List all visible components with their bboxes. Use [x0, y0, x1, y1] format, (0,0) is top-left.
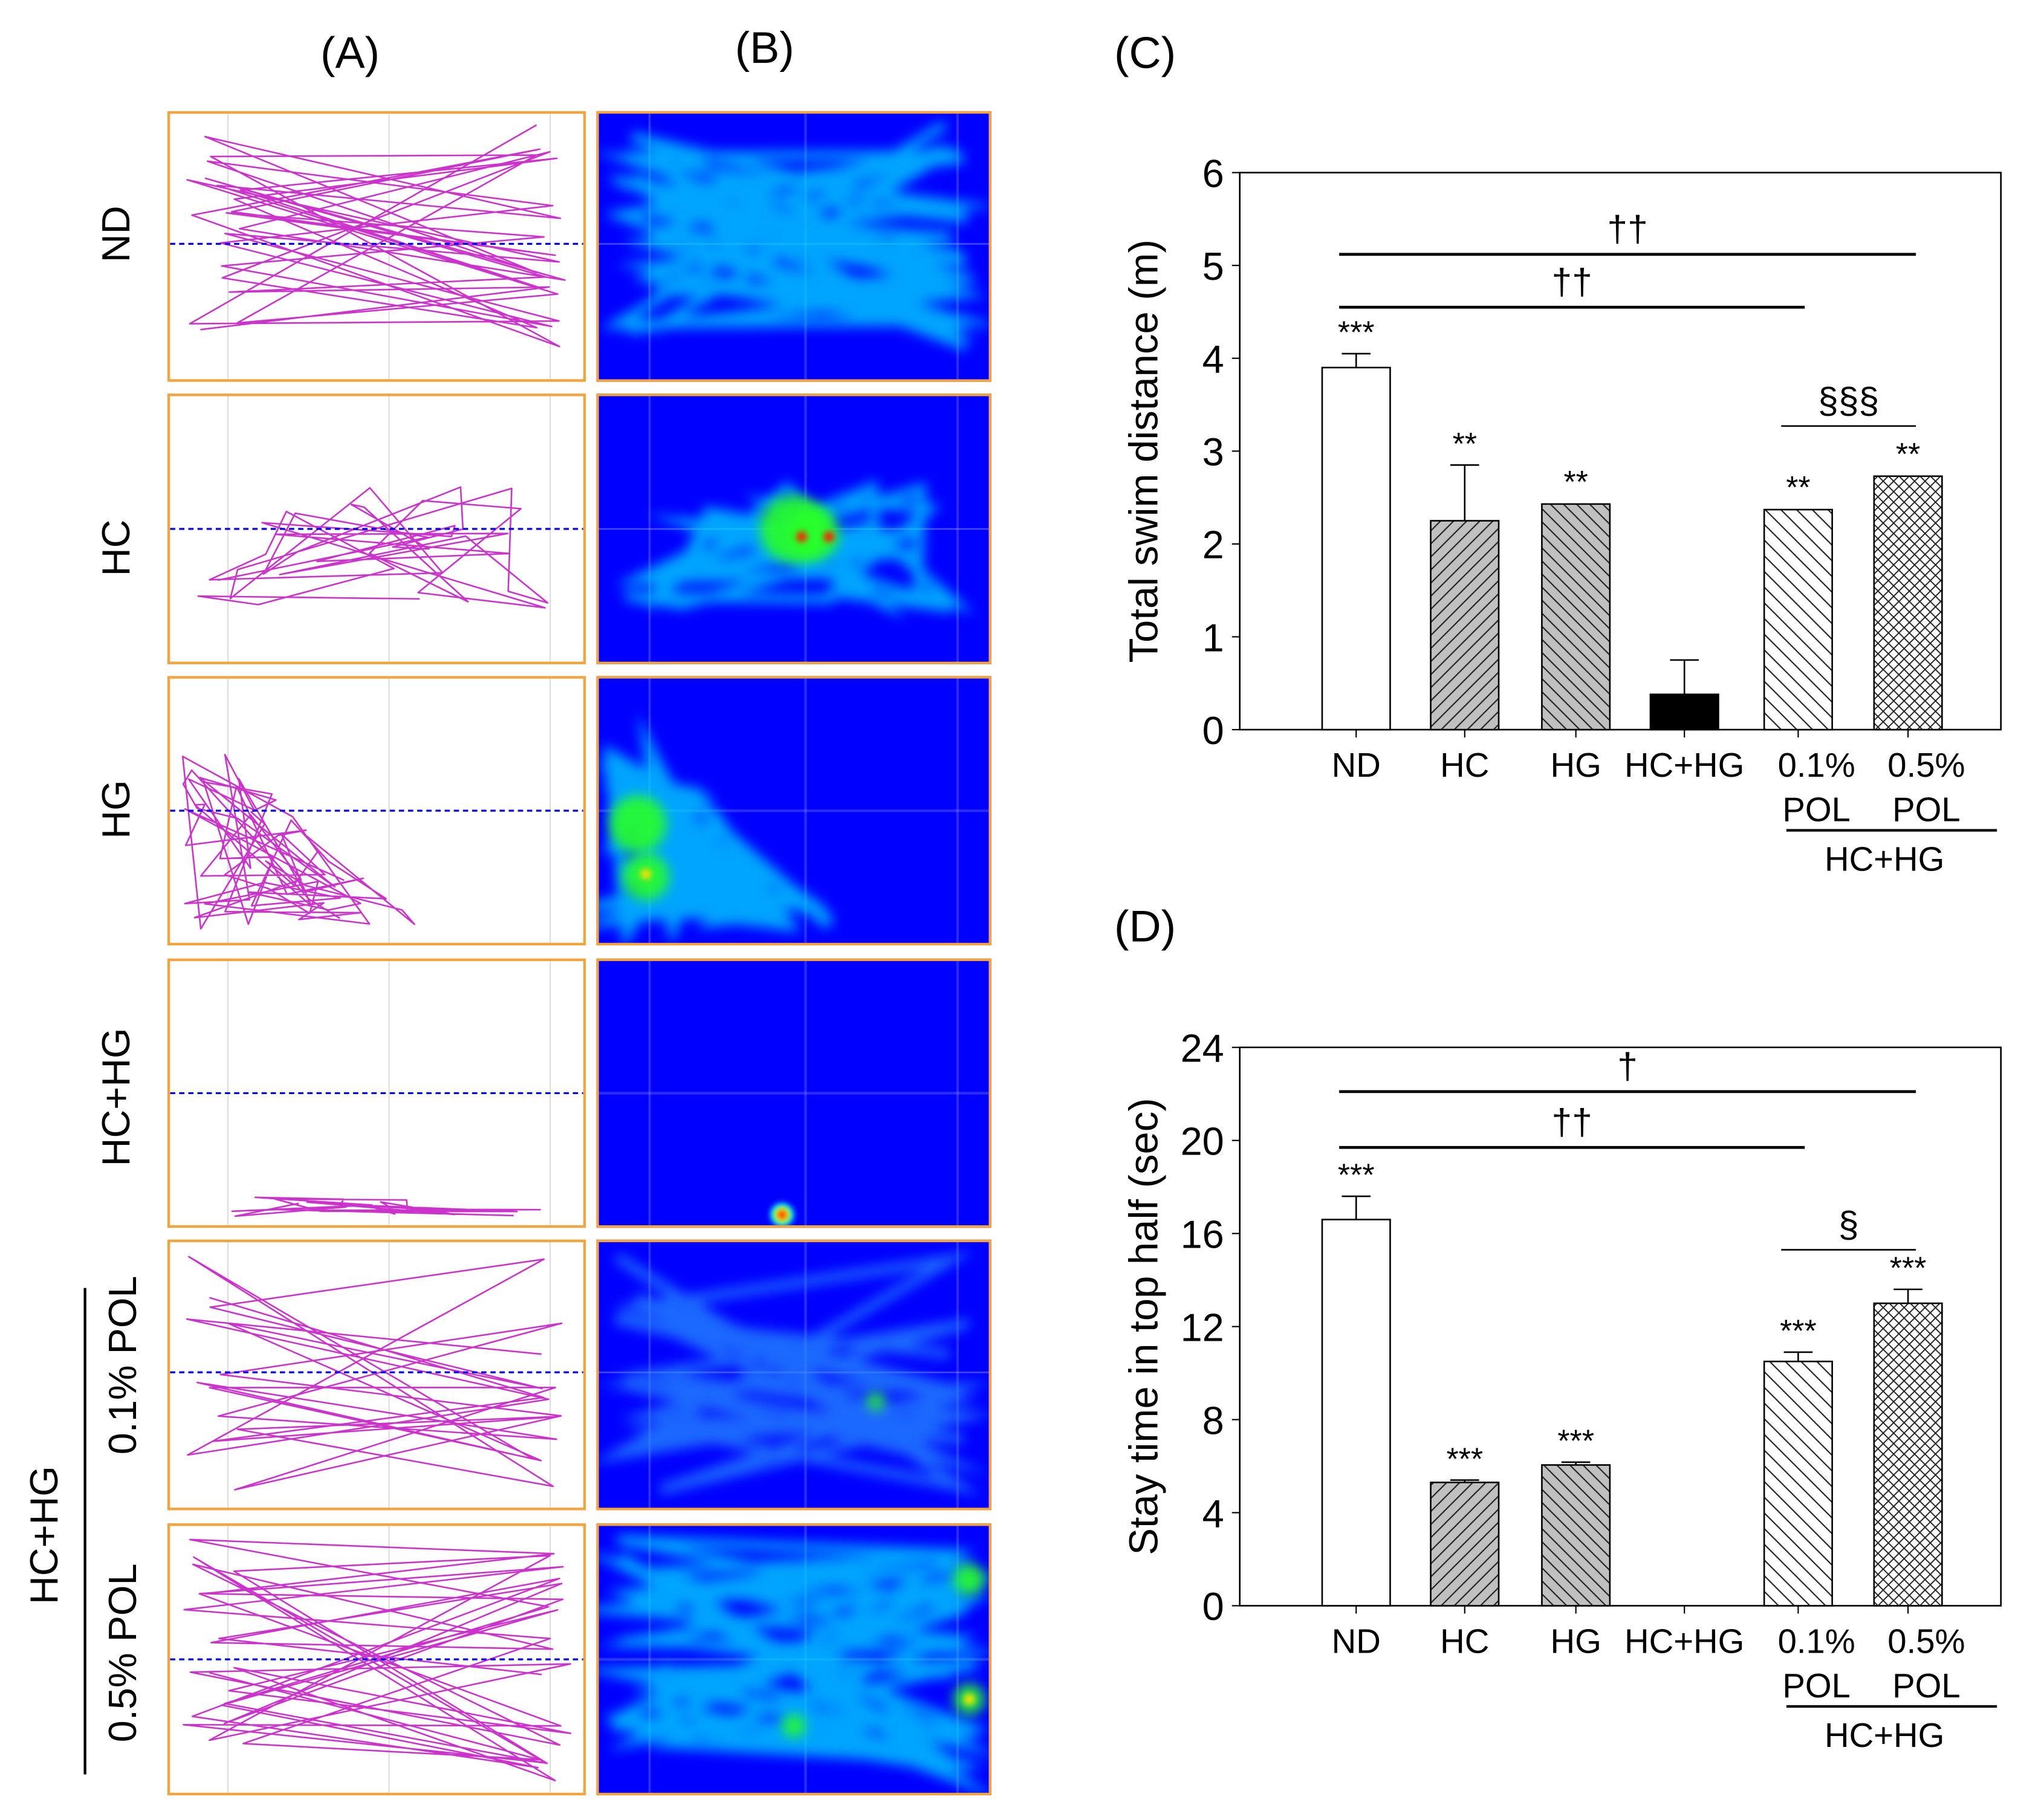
x-tick-label: HC+HG: [1624, 746, 1744, 784]
panel-label-c: (C): [1114, 28, 1176, 79]
swim-trajectory: [197, 486, 549, 609]
trajectory-plot: [167, 394, 586, 664]
row-group-divider: [83, 1288, 86, 1775]
bar-HC: [1430, 1482, 1500, 1607]
bar-HC: [1430, 520, 1500, 731]
swim-trajectory: [182, 1538, 572, 1781]
y-tick-label: 5: [1202, 244, 1224, 288]
bar-01POL: [1763, 508, 1833, 731]
heatmap: [596, 111, 991, 382]
x-tick-label: 0.1% POL: [1778, 1622, 1855, 1705]
x-tick-label: ND: [1332, 746, 1381, 784]
bar-HCHG: [1649, 693, 1719, 731]
y-axis-label: Stay time in top half (sec): [1121, 1098, 1166, 1555]
y-tick-label: 4: [1202, 337, 1224, 381]
x-tick-label: HC: [1440, 746, 1489, 784]
heatmap: [596, 676, 991, 945]
x-tick-label: HG: [1550, 1622, 1601, 1660]
panel-label-b: (B): [735, 23, 794, 74]
panel-label-d: (D): [1114, 902, 1176, 952]
significance-stars: ***: [1780, 1314, 1817, 1349]
significance-stars: ***: [1338, 316, 1375, 351]
x-tick-label: 0.5% POL: [1887, 746, 1965, 829]
trajectory-plot: [167, 1239, 586, 1511]
significance-stars: ***: [1446, 1442, 1483, 1477]
swim-trajectory: [231, 1196, 541, 1217]
x-tick-label: HC: [1440, 1622, 1489, 1660]
x-tick-label: HC+HG: [1624, 1622, 1744, 1660]
group-label: HC+HG: [1825, 1716, 1944, 1754]
heatmap: [596, 958, 991, 1228]
heatmap: [596, 1523, 991, 1796]
plot-frame: [1239, 172, 2002, 731]
x-tick-label: HG: [1550, 746, 1601, 784]
y-tick-label: 16: [1181, 1212, 1224, 1256]
bar-HG: [1541, 1464, 1611, 1607]
trajectory-plot: [167, 958, 586, 1228]
heatmap: [596, 394, 991, 664]
y-tick-label: 1: [1202, 615, 1224, 659]
x-tick-label: 0.1% POL: [1778, 746, 1855, 829]
bracket-label: ††: [1551, 261, 1592, 302]
x-tick-label: 0.5% POL: [1887, 1622, 1965, 1705]
trajectory-plot: [167, 111, 586, 382]
bar-05POL: [1873, 475, 1943, 731]
x-tick-label: ND: [1332, 1622, 1381, 1660]
heatmap: [596, 1239, 991, 1511]
y-axis-label: Total swim distance (m): [1121, 239, 1166, 663]
y-tick-label: 3: [1202, 430, 1224, 474]
bracket-label: ††: [1607, 208, 1647, 249]
significance-stars: **: [1563, 465, 1588, 500]
panel-label-a: (A): [320, 28, 380, 79]
bar-01POL: [1763, 1360, 1833, 1607]
significance-stars: ***: [1890, 1251, 1927, 1286]
bracket-label: †: [1617, 1045, 1638, 1086]
bar-05POL: [1873, 1302, 1943, 1607]
group-label: HC+HG: [1825, 840, 1944, 878]
significance-stars: ***: [1338, 1158, 1375, 1193]
significance-stars: ***: [1557, 1424, 1594, 1459]
bar-ND: [1321, 1219, 1391, 1607]
bar-HG: [1541, 503, 1611, 731]
y-tick-label: 0: [1202, 708, 1224, 753]
swim-trajectory: [181, 754, 415, 930]
y-tick-label: 24: [1181, 1026, 1224, 1071]
y-tick-label: 12: [1181, 1305, 1224, 1349]
trajectory-plot: [167, 1523, 586, 1796]
y-tick-label: 8: [1202, 1398, 1224, 1442]
y-tick-label: 6: [1202, 151, 1224, 195]
bracket-label: §§§: [1818, 380, 1879, 421]
y-tick-label: 2: [1202, 523, 1224, 567]
significance-stars: **: [1453, 427, 1477, 462]
significance-stars: **: [1896, 437, 1920, 472]
bar-ND: [1321, 366, 1391, 731]
swim-trajectory: [186, 124, 566, 348]
y-tick-label: 4: [1202, 1491, 1224, 1535]
trajectory-plot: [167, 676, 586, 945]
significance-stars: **: [1786, 470, 1810, 505]
plot-frame: [1239, 1046, 2002, 1607]
bracket-label: §: [1838, 1204, 1859, 1245]
swim-trajectory: [186, 1255, 563, 1491]
bracket-label: ††: [1551, 1101, 1592, 1142]
y-tick-label: 0: [1202, 1584, 1224, 1628]
y-tick-label: 20: [1181, 1119, 1224, 1163]
